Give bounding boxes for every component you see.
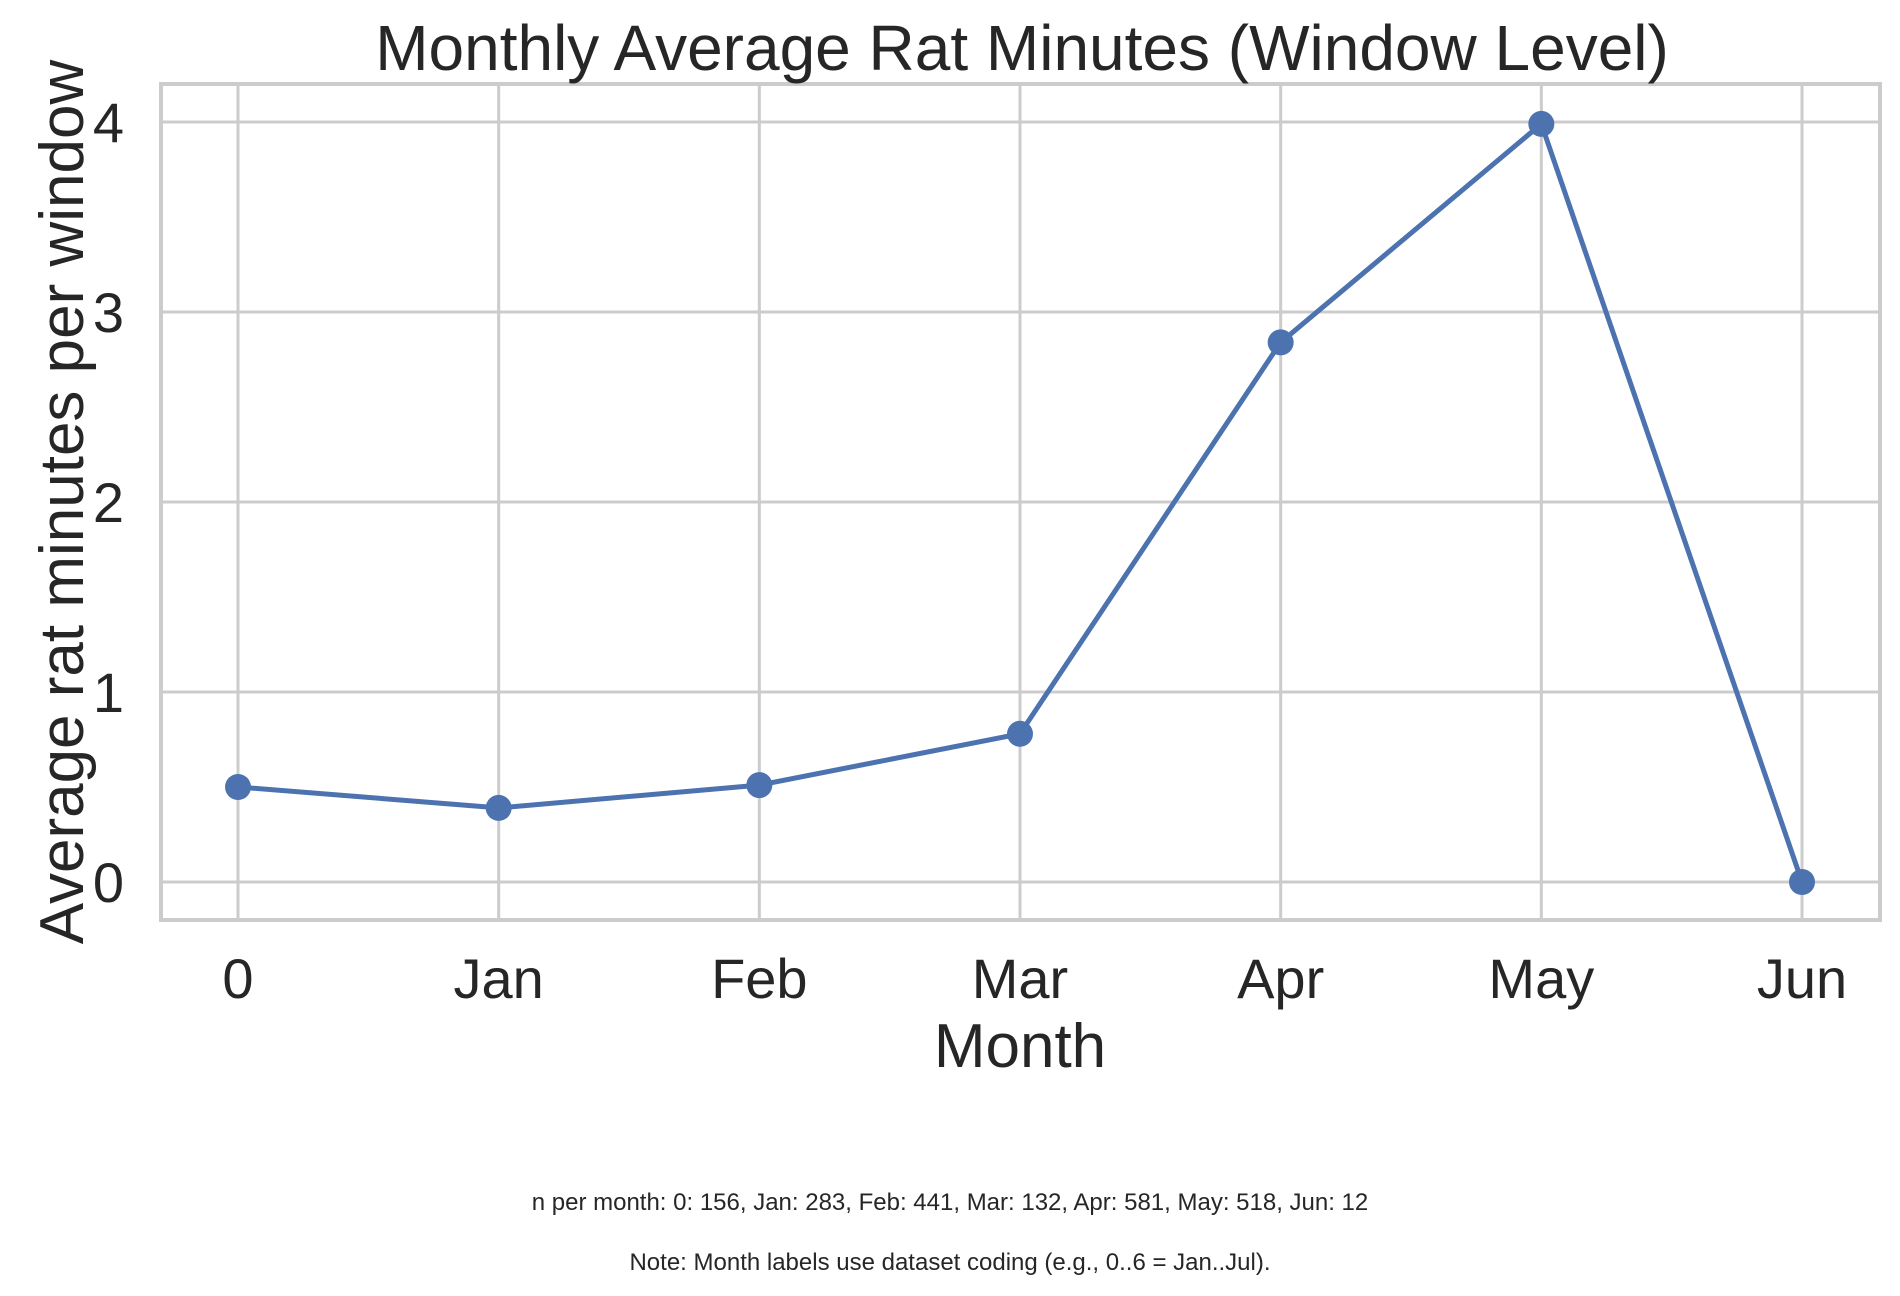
data-point [225, 774, 251, 800]
x-tick-label: Jan [454, 947, 544, 1010]
x-tick-label: May [1488, 947, 1594, 1010]
data-point [746, 772, 773, 799]
sample-size-note: n per month: 0: 156, Jan: 283, Feb: 441,… [532, 1189, 1369, 1216]
series [225, 110, 1815, 895]
y-tick-label: 3 [93, 281, 124, 344]
x-tick-label: Apr [1237, 947, 1324, 1010]
data-point [1789, 869, 1815, 895]
x-tick-label: 0 [222, 947, 253, 1010]
x-tick-label: Mar [972, 947, 1068, 1010]
y-tick-label: 0 [93, 851, 124, 914]
grid [161, 84, 1880, 920]
data-point [485, 794, 512, 821]
plot-frame [159, 82, 1882, 922]
data-point [1267, 329, 1294, 356]
month-coding-note: Note: Month labels use dataset coding (e… [629, 1249, 1270, 1276]
y-tick-label: 4 [93, 91, 124, 154]
data-point [1007, 720, 1033, 747]
y-tick-label: 2 [93, 471, 124, 534]
x-tick-label: Feb [711, 947, 808, 1010]
y-tick-label: 1 [93, 661, 124, 724]
data-point [1528, 110, 1555, 137]
chart-title: Monthly Average Rat Minutes (Window Leve… [375, 12, 1669, 84]
x-tick-label: Jun [1757, 947, 1847, 1010]
y-axis-label: Average rat minutes per window [28, 60, 97, 945]
tick-labels: 0 Jan Feb Mar Apr May Jun 0 1 2 3 4 [93, 91, 1847, 1010]
x-axis-label: Month [934, 1012, 1106, 1081]
